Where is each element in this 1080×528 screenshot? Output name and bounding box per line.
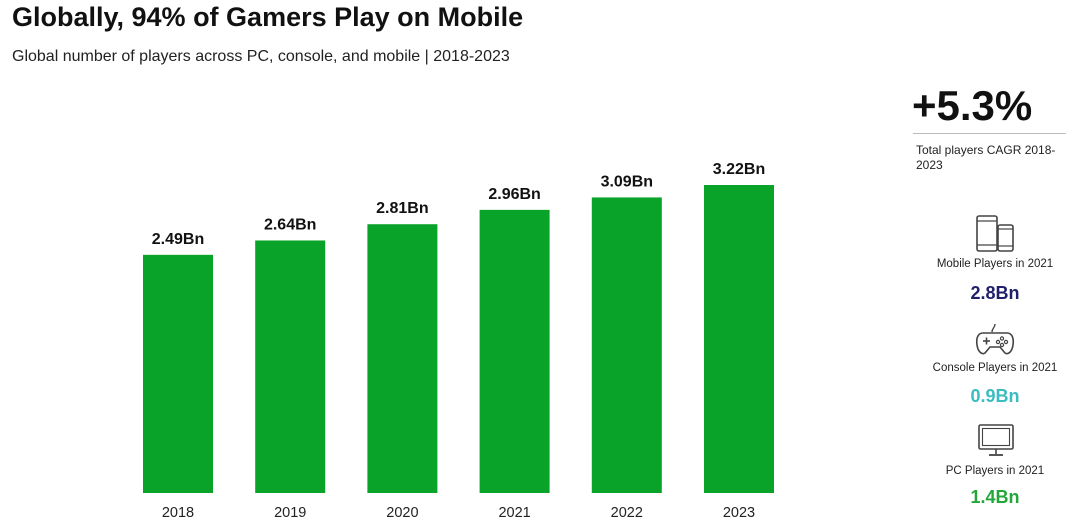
- bar-2021: [479, 209, 550, 493]
- x-tick-2022: 2022: [611, 505, 643, 521]
- bar-2019: [255, 240, 326, 493]
- bar-2020: [367, 224, 438, 493]
- console-players-label: Console Players in 2021: [932, 362, 1058, 374]
- bar-2023: [704, 185, 774, 493]
- mobile-players-value: 2.8Bn: [970, 283, 1020, 303]
- x-tick-2018: 2018: [162, 505, 194, 521]
- cagr-label: Total players CAGR 2018-2023: [916, 143, 1056, 172]
- data-label-2020: 2.81Bn: [376, 200, 428, 217]
- mobile-players-label: Mobile Players in 2021: [936, 258, 1054, 270]
- x-tick-2020: 2020: [386, 505, 418, 521]
- data-label-2019: 2.64Bn: [264, 216, 316, 233]
- console-players-value: 0.9Bn: [970, 386, 1020, 406]
- chart-title: Globally, 94% of Gamers Play on Mobile: [12, 2, 524, 32]
- cagr-divider: [913, 133, 1066, 134]
- bar-2018: [143, 254, 213, 493]
- x-tick-2021: 2021: [498, 505, 530, 521]
- chart-subtitle: Global number of players across PC, cons…: [12, 48, 510, 65]
- bar-chart: 2.49Bn 2018 2.64Bn 2019 2.81Bn 2020 2.96Bn 2021…: [143, 161, 774, 521]
- monitor-icon: [978, 424, 1014, 456]
- x-tick-2023: 2023: [723, 505, 755, 521]
- cagr-value: +5.3%: [912, 82, 1033, 129]
- gamepad-icon: [975, 323, 1015, 355]
- data-label-2021: 2.96Bn: [488, 186, 540, 203]
- x-tick-2019: 2019: [274, 505, 306, 521]
- data-label-2022: 3.09Bn: [601, 173, 653, 190]
- mobile-devices-icon: [976, 215, 1014, 252]
- data-label-2023: 3.22Bn: [713, 161, 765, 178]
- pc-players-value: 1.4Bn: [970, 487, 1020, 507]
- data-label-2018: 2.49Bn: [152, 231, 204, 248]
- pc-players-label: PC Players in 2021: [945, 465, 1045, 477]
- bar-2022: [591, 197, 662, 493]
